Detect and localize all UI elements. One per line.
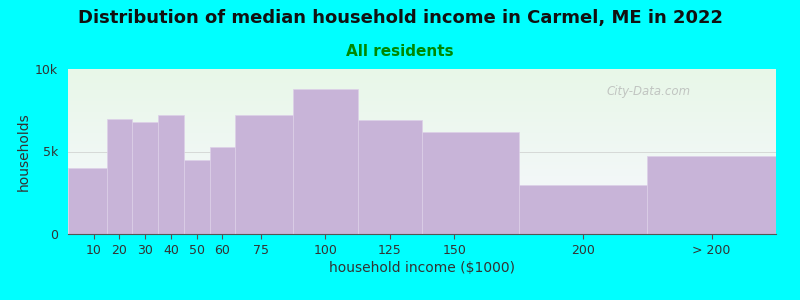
- Text: Distribution of median household income in Carmel, ME in 2022: Distribution of median household income …: [78, 9, 722, 27]
- Bar: [68, 168, 106, 234]
- Bar: [422, 132, 518, 234]
- Bar: [132, 122, 158, 234]
- Y-axis label: households: households: [17, 112, 31, 191]
- Bar: [358, 120, 422, 234]
- Bar: [647, 157, 776, 234]
- Bar: [294, 89, 358, 234]
- Bar: [518, 184, 647, 234]
- X-axis label: household income ($1000): household income ($1000): [329, 261, 515, 275]
- Bar: [184, 160, 210, 234]
- Bar: [210, 147, 235, 234]
- Bar: [235, 115, 294, 234]
- Bar: [106, 118, 132, 234]
- Text: City-Data.com: City-Data.com: [606, 85, 690, 98]
- Text: All residents: All residents: [346, 44, 454, 59]
- Bar: [158, 115, 184, 234]
